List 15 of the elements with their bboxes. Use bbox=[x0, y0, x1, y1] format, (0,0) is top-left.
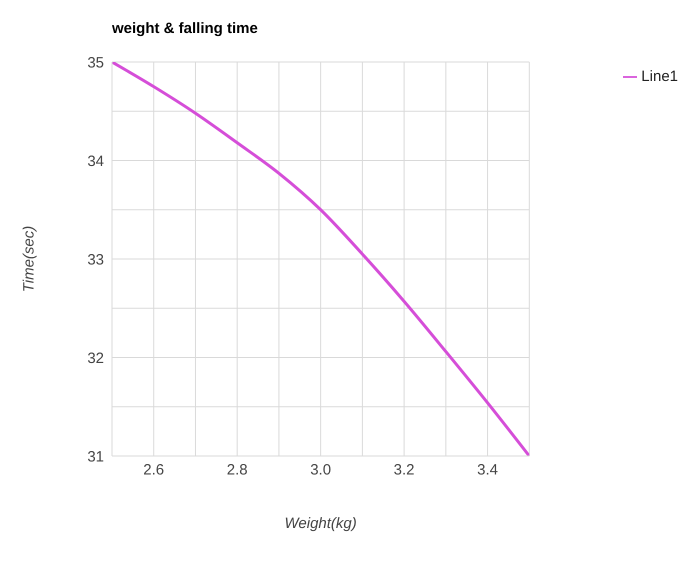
x-tick-label: 3.0 bbox=[310, 462, 332, 479]
x-axis-title: Weight(kg) bbox=[284, 515, 357, 532]
chart-title: weight & falling time bbox=[112, 20, 258, 37]
x-tick-label: 3.4 bbox=[477, 462, 498, 479]
y-tick-label: 35 bbox=[87, 54, 104, 72]
x-tick-label: 2.6 bbox=[143, 462, 164, 479]
y-tick-label: 33 bbox=[87, 251, 104, 268]
line-series bbox=[112, 62, 530, 456]
x-tick-label: 3.2 bbox=[394, 462, 415, 479]
x-tick-label: 2.8 bbox=[226, 462, 248, 479]
y-axis-title: Time(sec) bbox=[20, 226, 38, 292]
legend-label: Line1 bbox=[641, 68, 678, 85]
y-tick-label: 34 bbox=[87, 152, 104, 170]
y-tick-label: 32 bbox=[87, 350, 104, 367]
y-tick-label: 31 bbox=[87, 448, 104, 466]
